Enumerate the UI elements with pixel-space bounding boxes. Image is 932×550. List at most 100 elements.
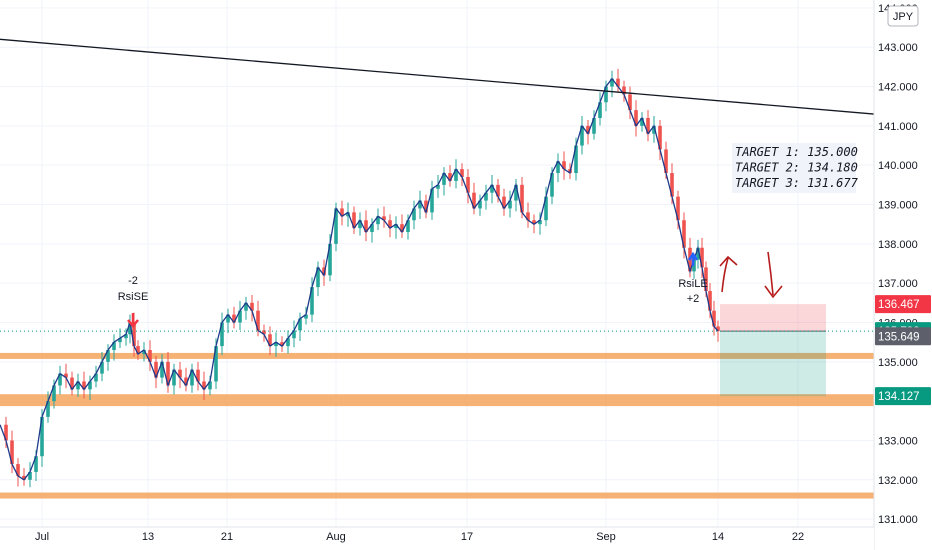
candle-body	[478, 200, 482, 209]
rsise-label: RsiSE	[118, 291, 149, 303]
candle-body	[364, 220, 368, 233]
strategy-signals: -2 RsiSE RsiLE +2	[118, 251, 708, 328]
candle-body	[394, 224, 398, 229]
chart-grid	[0, 0, 874, 527]
candle-body	[532, 220, 536, 225]
candle-body	[64, 373, 68, 378]
candle-body	[490, 184, 494, 193]
time-axis[interactable]: Jul 13 21 Aug 17 Sep 14 22	[0, 526, 874, 550]
candle-body	[70, 377, 74, 390]
currency-label: JPY	[893, 11, 914, 23]
candle-body	[196, 369, 200, 382]
target-line-1: TARGET 1: 135.000	[735, 145, 858, 159]
support-zone	[0, 352, 874, 359]
candle-body	[466, 176, 470, 193]
candle-body	[52, 385, 56, 402]
candle-body	[16, 464, 20, 476]
candle-body	[76, 381, 80, 390]
candle-body	[574, 145, 578, 174]
support-zone	[0, 400, 874, 407]
candle-body	[274, 342, 278, 347]
candle-body	[406, 220, 410, 233]
price-tick-label: 132.000	[878, 475, 918, 487]
trendline-segment	[0, 38, 875, 115]
trendline[interactable]	[0, 38, 875, 115]
targets-box-bg	[732, 143, 856, 193]
candle-body	[310, 287, 314, 315]
candle-body	[448, 173, 452, 181]
candle-body	[178, 369, 182, 378]
currency-badge[interactable]: JPY	[887, 5, 919, 27]
candle-body	[202, 381, 206, 390]
price-tick-label: 142.000	[878, 82, 918, 94]
candle-body	[28, 471, 32, 480]
price-tick-label: 140.000	[878, 160, 918, 172]
candlestick-series	[0, 68, 720, 488]
price-tick-label: 133.000	[878, 435, 918, 447]
candle-body	[604, 86, 608, 103]
candle-body	[136, 346, 140, 354]
candle-body	[268, 334, 272, 347]
candle-body	[166, 361, 170, 386]
support-zone	[0, 492, 874, 499]
candle-body	[160, 361, 164, 378]
price-tag-bg	[875, 327, 931, 346]
candle-body	[418, 200, 422, 209]
rsile-count: +2	[687, 293, 700, 305]
take-profit-zone	[720, 331, 826, 397]
candle-body	[148, 350, 152, 362]
candle-body	[442, 173, 446, 185]
target-line-3: TARGET 3: 131.677	[735, 176, 859, 190]
candle-body	[424, 200, 428, 213]
short-position-tool[interactable]	[720, 304, 826, 397]
rsile-label: RsiLE	[678, 278, 707, 290]
candle-body	[610, 78, 614, 87]
candle-body	[10, 440, 14, 465]
candle-body	[58, 373, 62, 386]
candle-body	[640, 117, 644, 126]
candle-body	[562, 161, 566, 170]
candle-body	[34, 456, 38, 472]
candle-body	[664, 149, 668, 174]
time-tick-label: Jul	[35, 531, 49, 543]
candle-body	[676, 196, 680, 221]
candle-body	[436, 184, 440, 189]
candle-body	[704, 267, 708, 292]
candle-body	[382, 216, 386, 221]
rsise-count: -2	[128, 275, 138, 287]
up-arrow-icon	[719, 255, 738, 293]
candle-body	[262, 330, 266, 335]
candle-body	[208, 381, 212, 390]
candle-body	[232, 314, 236, 323]
candle-body	[472, 192, 476, 209]
candle-body	[520, 184, 524, 213]
candle-body	[322, 267, 326, 276]
candle-body	[82, 381, 86, 390]
candle-body	[316, 267, 320, 288]
candle-body	[106, 350, 110, 362]
targets-text-box: TARGET 1: 135.000 TARGET 2: 134.180TARGET…	[732, 143, 859, 193]
price-tag-label: 136.467	[878, 299, 920, 311]
candle-body	[190, 369, 194, 386]
moving-average-line	[0, 77, 719, 481]
candle-body	[412, 208, 416, 221]
candle-body	[400, 224, 404, 233]
target-line-2: TARGET 2: 134.180	[735, 161, 858, 175]
candle-body	[280, 342, 284, 347]
candle-body	[256, 310, 260, 331]
price-tick-label: 138.000	[878, 239, 918, 251]
buy-signal-icon	[687, 251, 699, 266]
candle-body	[184, 377, 188, 386]
candle-body	[622, 86, 626, 95]
candle-body	[352, 212, 356, 229]
candle-body	[358, 220, 362, 229]
time-tick-label: Aug	[326, 531, 346, 543]
candle-body	[88, 381, 92, 390]
candle-body	[634, 110, 638, 126]
time-tick-label: 21	[221, 531, 233, 543]
candle-body	[124, 334, 128, 339]
stop-loss-zone	[720, 304, 826, 332]
candle-body	[556, 161, 560, 174]
